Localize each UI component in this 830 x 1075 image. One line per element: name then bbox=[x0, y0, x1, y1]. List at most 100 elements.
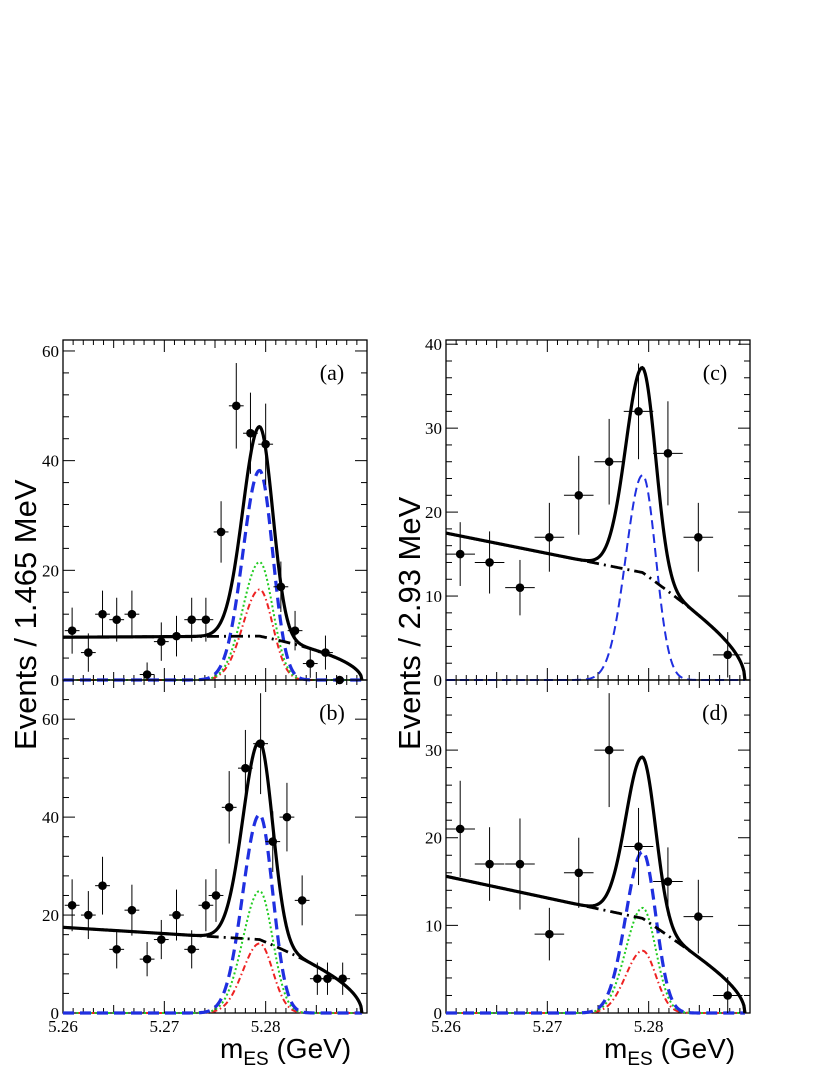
y-tick-label-b: 0 bbox=[51, 1004, 60, 1023]
data-marker bbox=[604, 457, 614, 467]
data-marker bbox=[290, 626, 300, 635]
data-marker bbox=[515, 859, 525, 869]
data-marker bbox=[142, 670, 152, 679]
data-point-b-16 bbox=[294, 875, 310, 926]
data-marker bbox=[268, 837, 278, 846]
y-tick-label-d: 0 bbox=[434, 1004, 443, 1023]
data-marker bbox=[455, 549, 465, 559]
data-point-c-5 bbox=[594, 418, 624, 505]
data-marker bbox=[321, 648, 330, 657]
y-tick-label-d: 20 bbox=[425, 829, 442, 848]
data-point-a-12 bbox=[243, 392, 258, 474]
panel-c: 0 10 20 30 40 (c) bbox=[425, 335, 751, 690]
background-curve-c bbox=[445, 531, 747, 681]
data-marker bbox=[256, 739, 265, 748]
background-curve-a bbox=[62, 634, 364, 681]
data-marker bbox=[694, 532, 703, 542]
data-point-d-3 bbox=[534, 907, 565, 961]
data-marker bbox=[156, 637, 166, 646]
data-marker bbox=[545, 532, 554, 542]
data-marker bbox=[723, 650, 733, 660]
data-marker bbox=[338, 974, 347, 984]
data-point-a-16 bbox=[302, 649, 318, 678]
data-point-b-13 bbox=[253, 693, 268, 795]
data-marker bbox=[172, 631, 181, 641]
background-curve-d bbox=[445, 874, 747, 1014]
data-point-a-10 bbox=[213, 501, 229, 563]
data-marker bbox=[455, 824, 465, 834]
data-point-a-1 bbox=[80, 633, 96, 672]
data-marker bbox=[574, 491, 584, 500]
data-point-c-2 bbox=[505, 559, 535, 616]
data-marker bbox=[313, 974, 322, 984]
x-tick-label-d: 5.27 bbox=[532, 1017, 562, 1036]
data-marker bbox=[604, 745, 614, 755]
y-tick-label-c: 0 bbox=[434, 671, 443, 690]
data-marker bbox=[98, 609, 107, 619]
data-marker bbox=[297, 896, 307, 905]
data-point-b-2 bbox=[95, 856, 110, 915]
panel-label-c: (c) bbox=[703, 360, 727, 385]
green-component-curve-a bbox=[63, 561, 362, 681]
data-marker bbox=[67, 900, 77, 910]
data-point-a-5 bbox=[139, 662, 155, 680]
y-tick-label-b: 20 bbox=[42, 906, 59, 925]
data-point-a-13 bbox=[258, 403, 274, 485]
y-tick-label-c: 40 bbox=[425, 335, 442, 354]
data-marker bbox=[187, 615, 196, 624]
data-point-b-4 bbox=[124, 884, 140, 936]
panel-label-b: (b) bbox=[319, 700, 345, 725]
total-fit-curve-a bbox=[62, 424, 364, 681]
data-point-a-7 bbox=[169, 615, 184, 657]
y-tick-label-a: 60 bbox=[42, 342, 59, 361]
data-marker bbox=[67, 626, 77, 635]
data-point-a-0 bbox=[64, 607, 80, 654]
signal-curve-a bbox=[63, 468, 362, 682]
data-marker bbox=[187, 945, 196, 954]
signal-curve-b bbox=[63, 812, 362, 1015]
x-tick-label-b: 5.27 bbox=[149, 1017, 179, 1036]
data-point-c-8 bbox=[683, 502, 714, 572]
y-tick-label-b: 60 bbox=[42, 710, 59, 729]
data-marker bbox=[246, 428, 255, 438]
data-point-b-18 bbox=[320, 962, 335, 995]
y-axis-title-right: Events / 2.93 MeV bbox=[392, 496, 427, 750]
data-point-b-15 bbox=[279, 782, 295, 852]
data-point-d-0 bbox=[445, 780, 475, 878]
data-point-b-5 bbox=[139, 941, 155, 977]
data-marker bbox=[485, 558, 494, 567]
data-point-c-7 bbox=[653, 401, 683, 506]
x-axis-title-left-main: m bbox=[220, 1033, 243, 1064]
data-marker bbox=[224, 803, 234, 812]
data-point-d-7 bbox=[653, 847, 683, 916]
green-component-curve-d bbox=[446, 906, 745, 1014]
data-marker bbox=[84, 910, 93, 920]
panel-a: 0 20 40 60 (a) bbox=[42, 339, 368, 690]
data-marker bbox=[261, 439, 270, 449]
data-point-b-6 bbox=[153, 919, 169, 960]
x-axis-title-left-unit: (GeV) bbox=[269, 1033, 351, 1064]
data-marker bbox=[663, 449, 673, 458]
data-point-b-12 bbox=[238, 729, 253, 807]
data-marker bbox=[127, 905, 137, 915]
data-point-b-0 bbox=[64, 879, 80, 932]
data-marker bbox=[323, 974, 332, 984]
data-marker bbox=[231, 401, 241, 411]
data-marker bbox=[485, 859, 494, 869]
data-marker bbox=[634, 407, 643, 416]
data-point-a-6 bbox=[153, 622, 169, 661]
data-point-b-19 bbox=[335, 962, 351, 995]
data-marker bbox=[515, 583, 525, 592]
data-point-b-8 bbox=[184, 930, 200, 969]
data-marker bbox=[276, 582, 286, 592]
x-axis-title-right-main: m bbox=[604, 1033, 627, 1064]
data-point-d-5 bbox=[594, 693, 624, 808]
data-point-b-9 bbox=[198, 879, 214, 932]
data-marker bbox=[112, 615, 122, 624]
plot-frame-c bbox=[445, 339, 751, 681]
x-axis-title-right: mES (GeV) bbox=[604, 1033, 735, 1070]
data-point-b-7 bbox=[169, 889, 184, 941]
y-tick-label-c: 10 bbox=[425, 587, 442, 606]
data-point-c-0 bbox=[445, 522, 475, 586]
data-marker bbox=[201, 900, 211, 910]
